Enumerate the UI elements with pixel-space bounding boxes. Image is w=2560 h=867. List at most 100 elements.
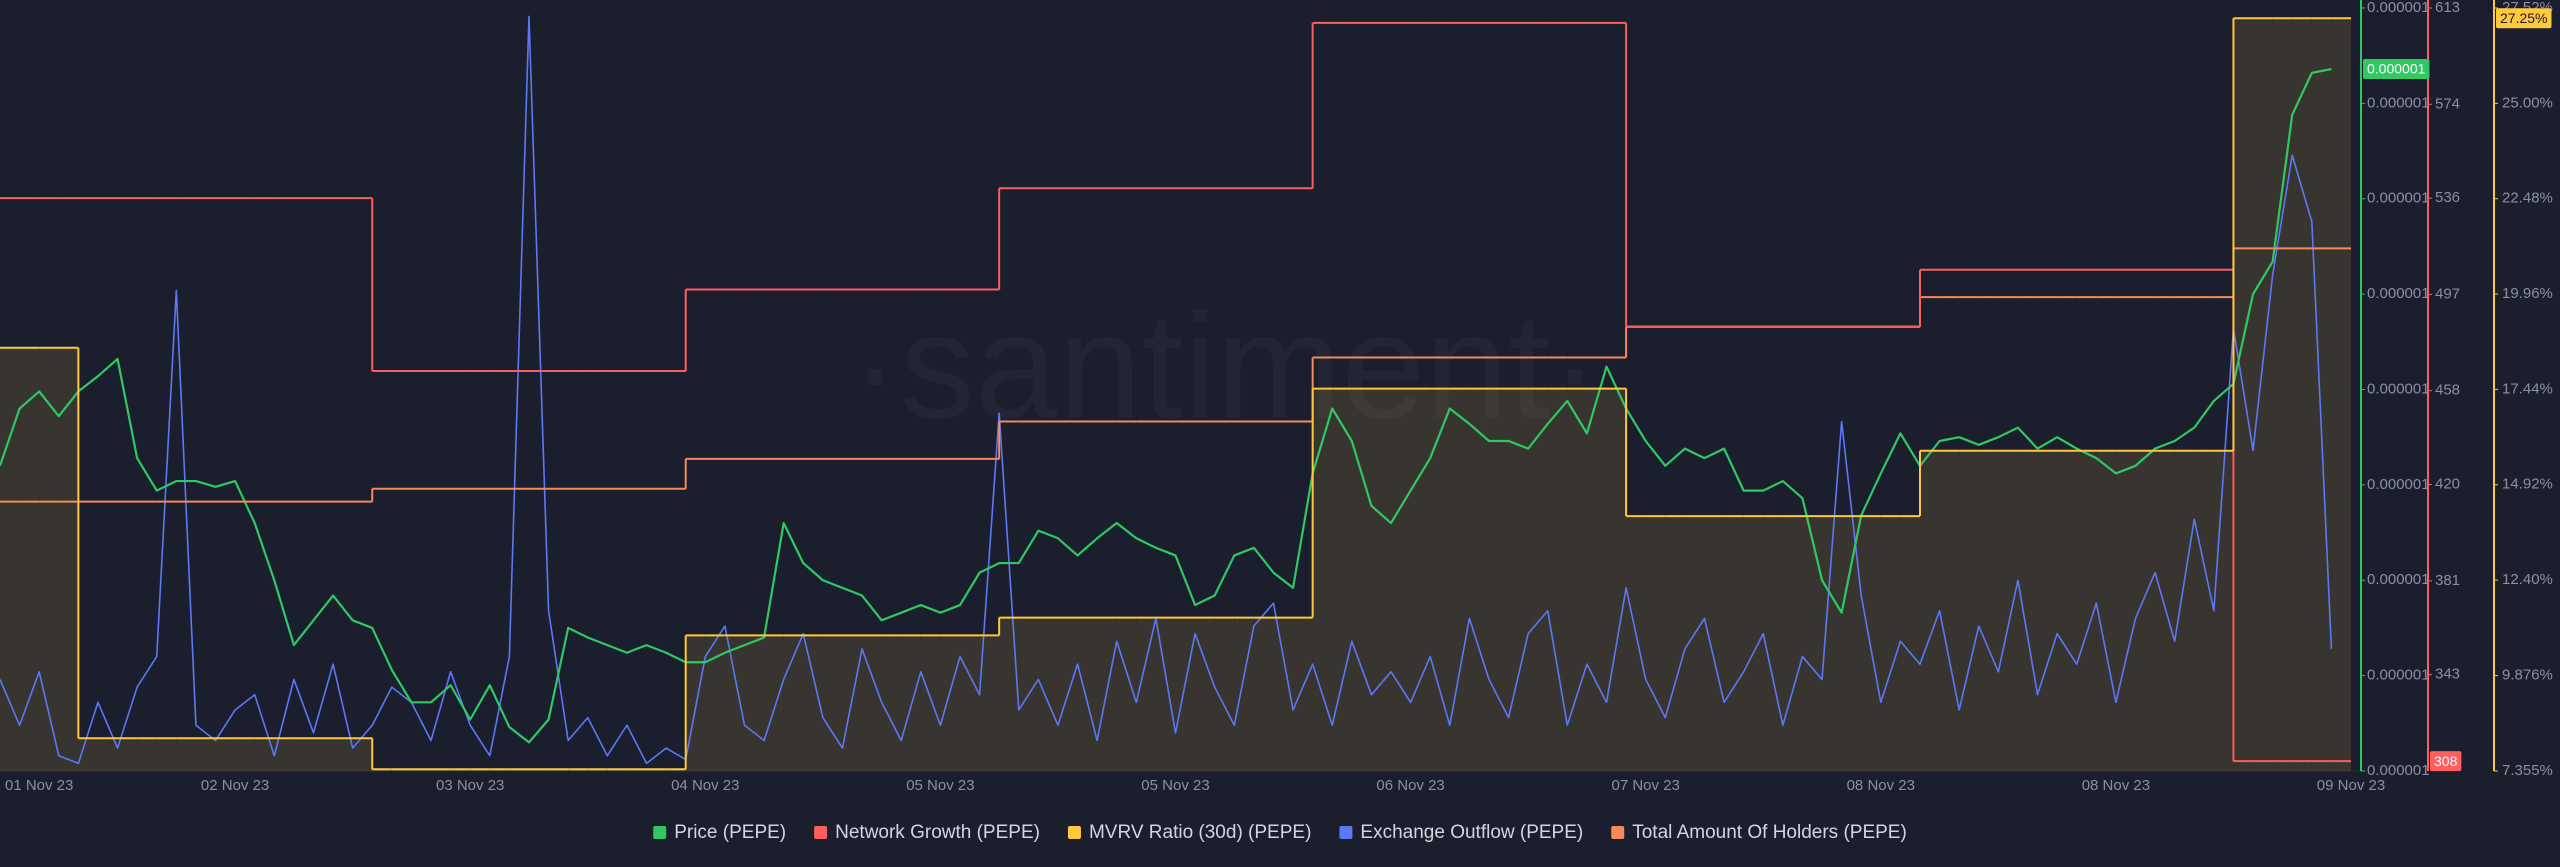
x-tick-label: 05 Nov 23 [1141,777,1209,794]
area-segment [1391,388,1411,771]
area-segment [1645,516,1666,771]
x-tick-label: 04 Nov 23 [671,777,739,794]
area-segment [195,738,216,771]
area-segment [842,635,863,771]
area-segment [274,738,294,771]
area-segment [1743,516,1764,771]
area-segment [1351,388,1372,771]
area-segment [1332,388,1352,771]
last-value-label: 308 [2434,753,2458,769]
area-segment [254,738,275,771]
y-tick-label: 497 [2435,285,2460,302]
y-tick-label: 12.40% [2502,571,2553,588]
last-value-badge [2430,751,2462,772]
area-segment [1273,617,1294,771]
area-segment [293,738,314,771]
area-segment [1802,516,1823,771]
x-tick-label: 03 Nov 23 [436,777,504,794]
area-segment [2253,18,2273,772]
legend-label: Exchange Outflow (PEPE) [1360,822,1583,843]
area-segment [2135,450,2156,771]
area-segment [1038,617,1058,771]
area-segment [1880,516,1901,771]
y-tick-label: 14.92% [2502,476,2553,493]
area-segment [1155,617,1176,771]
area-segment [1626,516,1646,771]
x-tick-label: 08 Nov 23 [2082,777,2150,794]
area-segment [2057,450,2077,771]
area-segment [999,617,1019,771]
area-segment [2272,18,2293,772]
area-segment [1253,617,1274,771]
area-segment [920,635,941,771]
x-tick-label: 01 Nov 23 [5,777,73,794]
area-segment [1841,516,1862,771]
legend-swatch [1067,826,1081,839]
area-segment [940,635,960,771]
y-tick-label: 22.48% [2502,190,2553,207]
area-segment [2076,450,2097,771]
y-tick-label: 0.000001 [2367,571,2430,588]
x-tick-label: 09 Nov 23 [2317,777,2385,794]
area-segment [1900,516,1920,771]
area-segment [352,738,373,771]
series-line [0,15,2333,765]
area-segment [1508,388,1529,771]
area-segment [1488,388,1509,771]
area-segment [1312,388,1333,771]
area-segment [1214,617,1235,771]
area-segment [0,347,20,771]
area-segment [901,635,921,771]
area-segment [2037,450,2058,771]
area-segment [1665,516,1685,771]
y-tick-label: 0.000001 [2367,94,2430,111]
area-segment [1136,617,1156,771]
area-segment [803,635,823,771]
last-value-label: 0.000001 [2367,61,2426,77]
y-tick-label: 536 [2435,189,2460,206]
x-tick-label: 06 Nov 23 [1376,777,1444,794]
y-tick-label: 574 [2435,95,2460,112]
area-segment [58,347,79,771]
area-segment [764,635,784,771]
area-segment [137,738,157,771]
last-value-label: 27.25% [2500,10,2547,26]
area-segment [1959,450,1979,771]
area-segment [744,635,765,771]
area-segment [1528,388,1548,771]
y-tick-label: 0.000001 [2367,762,2430,779]
area-segment [2194,450,2214,771]
area-segment [1919,450,1940,771]
area-segment [1586,388,1607,771]
y-tick-label: 9.876% [2502,667,2553,684]
area-segment [724,635,745,771]
y-tick-label: 19.96% [2502,285,2553,302]
area-segment [1998,450,2018,771]
area-segment [215,738,236,771]
area-segment [685,635,706,771]
x-tick-label: 07 Nov 23 [1612,777,1680,794]
y-tick-label: 343 [2435,666,2460,683]
area-segment [2115,450,2136,771]
area-segment [1861,516,1881,771]
area-segment [1567,388,1587,771]
y-tick-label: 0.000001 [2367,380,2430,397]
area-segment [2311,18,2332,772]
area-segment [979,635,1000,771]
legend-label: Total Amount Of Holders (PEPE) [1632,822,1907,843]
area-segment [333,738,353,771]
x-tick-label: 02 Nov 23 [201,777,269,794]
area-segment [2331,18,2351,772]
area-segment [2213,450,2234,771]
area-segment [313,738,334,771]
legend-swatch [653,826,667,839]
area-segment [1547,388,1568,771]
y-tick-label: 613 [2435,0,2460,16]
y-tick-label: 0.000001 [2367,0,2430,16]
area-segment [1371,388,1392,771]
y-tick-label: 7.355% [2502,762,2553,779]
legend-label: MVRV Ratio (30d) (PEPE) [1089,822,1311,843]
area-segment [156,738,177,771]
